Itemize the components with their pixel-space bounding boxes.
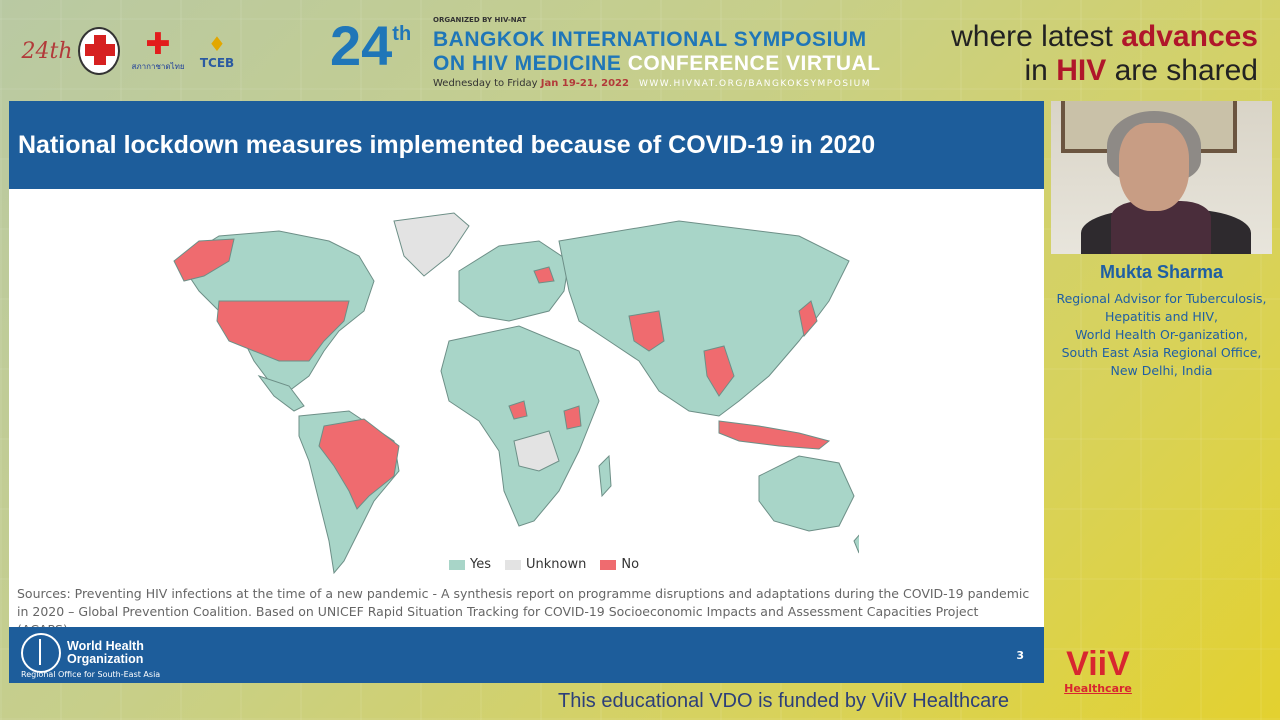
speaker-title-line: New Delhi, India: [1110, 363, 1213, 378]
funding-statement: This educational VDO is funded by ViiV H…: [558, 690, 1009, 712]
world-lockdown-map: [173, 212, 859, 575]
speaker-title-line: South East Asia Regional Office,: [1061, 345, 1262, 360]
legend-no: No: [600, 557, 639, 572]
slide-header: National lockdown measures implemented b…: [9, 101, 1044, 189]
sponsor-logos: 24th ✚ สภากาชาดไทย ♦ TCEB: [21, 26, 238, 76]
symposium-title-line2: ON HIV MEDICINE CONFERENCE VIRTUAL: [433, 52, 881, 76]
viiv-logo-mark: ViiV: [1066, 645, 1130, 683]
who-logo: World Health Organization: [21, 633, 144, 673]
map-asia: [558, 220, 850, 417]
symposium-number: 24th: [330, 18, 411, 74]
symposium-title-line1: BANGKOK INTERNATIONAL SYMPOSIUM: [433, 28, 867, 51]
map-alaska: [173, 238, 235, 282]
legend-unknown-label: Unknown: [526, 557, 587, 572]
tagline-2c: are shared: [1114, 54, 1258, 87]
who-regional-office: Regional Office for South-East Asia: [21, 670, 161, 679]
map-central-america: [257, 375, 305, 412]
speaker-title: Regional Advisor for Tuberculosis, Hepat…: [1051, 290, 1272, 380]
map-australia: [758, 455, 855, 532]
who-name-line2: Organization: [67, 652, 144, 666]
symposium-date: Wednesday to Friday Jan 19-21, 2022 WWW.H…: [433, 78, 871, 89]
map-africa-no-2: [563, 405, 582, 430]
map-africa-unknown: [513, 430, 560, 472]
map-europe: [458, 240, 570, 322]
tagline-2b: HIV: [1056, 54, 1107, 87]
map-usa: [216, 300, 350, 362]
speaker-title-line: Hepatitis and HIV,: [1104, 309, 1219, 324]
hiv-nat-cross-icon: [78, 27, 120, 75]
tagline-2a: in: [1024, 54, 1048, 87]
map-japan: [798, 300, 818, 338]
speaker-video: [1051, 101, 1272, 254]
tagline-line2: in HIV are shared: [951, 54, 1259, 88]
legend-no-label: No: [621, 557, 640, 572]
tagline-1a: where latest: [951, 20, 1113, 53]
tceb-label: TCEB: [199, 56, 235, 70]
red-cross-label: สภากาชาดไทย: [131, 61, 185, 71]
who-emblem-icon: [21, 633, 61, 673]
flame-icon: ♦: [208, 32, 226, 56]
tagline-1b: advances: [1121, 20, 1258, 53]
map-myanmar-no: [703, 345, 735, 397]
organized-by: ORGANIZED BY HIV-NAT: [433, 16, 527, 24]
viiv-logo: ViiV Healthcare: [1056, 646, 1140, 695]
tceb-logo: ♦ TCEB: [196, 26, 238, 76]
map-madagascar: [598, 454, 612, 498]
title-white-part: CONFERENCE VIRTUAL: [627, 52, 881, 75]
symposium-url: WWW.HIVNAT.ORG/BANGKOKSYMPOSIUM: [638, 79, 872, 89]
map-africa-no-1: [508, 400, 528, 420]
red-cross-logo: ✚ สภากาชาดไทย: [130, 26, 186, 76]
map-greenland: [393, 212, 470, 277]
speaker-face: [1119, 123, 1189, 211]
tagline-line1: where latest advances: [951, 20, 1258, 54]
who-name-line1: World Health: [67, 639, 144, 653]
who-name: World Health Organization: [67, 640, 144, 666]
date-value: Jan 19-21, 2022: [540, 78, 629, 89]
slide-footer: World Health Organization Regional Offic…: [9, 627, 1044, 683]
conference-header: 24th ✚ สภากาชาดไทย ♦ TCEB 24th ORGANIZED…: [0, 0, 1280, 100]
legend-yes-swatch: [449, 559, 465, 570]
map-brazil: [318, 418, 400, 510]
speaker-name: Mukta Sharma: [1099, 262, 1224, 282]
map-africa: [440, 325, 600, 527]
date-prefix: Wednesday to Friday: [433, 78, 538, 89]
slide-title: National lockdown measures implemented b…: [18, 131, 876, 159]
tagline: where latest advances in HIV are shared: [951, 20, 1258, 88]
slide-sources: Sources: Preventing HIV infections at th…: [17, 586, 1030, 637]
map-new-zealand: [853, 534, 859, 554]
viiv-logo-sub: Healthcare: [1064, 682, 1132, 695]
speaker-title-line: World Health Or-ganization,: [1075, 327, 1248, 342]
legend-yes-label: Yes: [470, 557, 491, 572]
legend-yes: Yes: [449, 557, 491, 572]
title-blue-part: ON HIV MEDICINE: [433, 52, 622, 75]
symposium-number-value: 24: [330, 14, 393, 77]
red-cross-icon: ✚: [145, 26, 171, 62]
slide-page-number: 3: [1016, 649, 1024, 662]
hiv-nat-logo: [78, 26, 120, 76]
speaker-title-line: Regional Advisor for Tuberculosis,: [1056, 291, 1267, 306]
legend-unknown: Unknown: [505, 557, 586, 572]
legend-no-swatch: [600, 559, 617, 570]
legend-unknown-swatch: [505, 559, 521, 570]
symposium-24-logo: 24th: [21, 38, 73, 64]
map-europe-highlight: [533, 266, 555, 284]
map-indonesia: [718, 420, 831, 450]
map-south-asia-no: [628, 310, 665, 352]
symposium-number-suffix: th: [392, 23, 412, 45]
presentation-slide: National lockdown measures implemented b…: [9, 101, 1044, 683]
map-legend: Yes Unknown No: [449, 557, 639, 572]
